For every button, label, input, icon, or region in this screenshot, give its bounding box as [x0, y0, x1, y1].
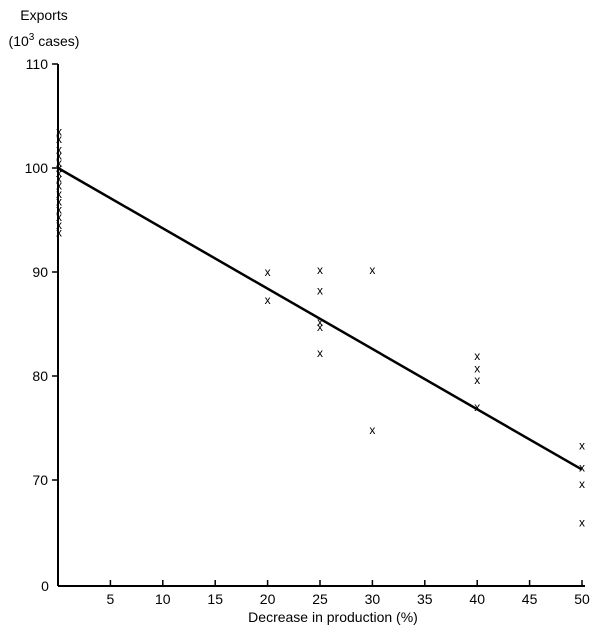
data-point: x	[474, 400, 480, 414]
x-tick-label: 45	[522, 591, 538, 607]
y-tick-label: 90	[32, 264, 48, 280]
x-tick-label: 5	[107, 591, 115, 607]
data-point: x	[579, 439, 585, 453]
x-ticks: 5 10 15 20 25 30 35 40 45 50	[107, 580, 590, 607]
x-origin-label: 0	[41, 578, 49, 594]
data-point: x	[56, 171, 62, 185]
y-tick-label: 100	[25, 160, 49, 176]
data-point: x	[317, 263, 323, 277]
x-axis-title: Decrease in production (%)	[248, 609, 418, 625]
y-ticks: 70 80 90 100 110	[25, 56, 58, 488]
data-point: x	[317, 284, 323, 298]
data-point: x	[369, 263, 375, 277]
x-tick-label: 35	[417, 591, 433, 607]
data-point: x	[56, 179, 62, 193]
data-point: x	[56, 187, 62, 201]
x-tick-label: 15	[207, 591, 223, 607]
data-point: x	[369, 423, 375, 437]
y-tick-label: 80	[32, 368, 48, 384]
data-point: x	[579, 477, 585, 491]
data-point: x	[56, 194, 62, 208]
data-point: x	[56, 125, 62, 139]
x-tick-label: 30	[365, 591, 381, 607]
data-point: x	[579, 461, 585, 475]
data-point: x	[56, 142, 62, 156]
data-point: x	[56, 161, 62, 175]
trend-line	[57, 166, 583, 471]
x-tick-label: 25	[312, 591, 328, 607]
trend-line-group	[57, 166, 583, 471]
x-tick-label: 40	[469, 591, 485, 607]
data-point: x	[56, 210, 62, 224]
data-point: x	[56, 225, 62, 239]
data-point: x	[56, 166, 62, 180]
y-tick-label: 70	[32, 472, 48, 488]
data-point: x	[317, 320, 323, 334]
data-point: x	[265, 265, 271, 279]
data-point: x	[56, 156, 62, 170]
y-axis-title-line1: Exports	[20, 7, 67, 23]
y-axis-title-line2: (103 cases)	[9, 32, 80, 49]
data-point: x	[56, 203, 62, 217]
data-point: x	[56, 218, 62, 232]
data-point: x	[317, 346, 323, 360]
data-point: x	[474, 373, 480, 387]
x-tick-label: 50	[574, 591, 590, 607]
x-tick-label: 10	[155, 591, 171, 607]
data-point: x	[56, 132, 62, 146]
data-point: x	[265, 293, 271, 307]
data-point: x	[56, 149, 62, 163]
y-tick-label: 110	[26, 56, 49, 72]
data-point: x	[474, 349, 480, 363]
data-point: x	[579, 516, 585, 530]
data-point: x	[317, 315, 323, 329]
data-point: x	[474, 362, 480, 376]
x-tick-label: 20	[260, 591, 276, 607]
